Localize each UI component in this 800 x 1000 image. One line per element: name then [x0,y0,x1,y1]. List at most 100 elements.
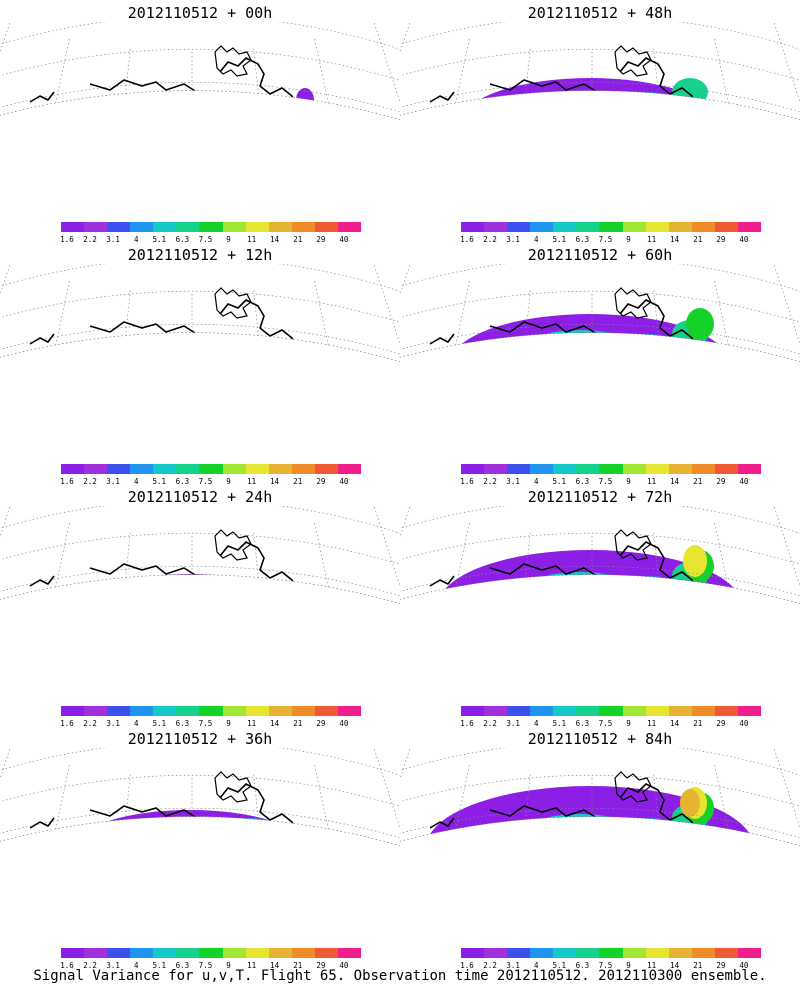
colorbar-swatch [245,948,269,958]
colorbar-swatch [199,706,223,716]
colorbar-tick-label: 11 [647,235,657,244]
colorbar-swatch [691,464,715,474]
colorbar-swatch [553,222,577,232]
arctic-islands [614,287,652,319]
colorbar-tick-label: 14 [270,235,280,244]
map-panel: 2012110512 + 48h 1.6 2.2 3.1 4 5.1 6.3 7.5 9 11 14… [400,0,800,246]
longitude-line [714,39,751,157]
colorbar-tick-label: 1.6 [460,719,474,728]
longitude-line [773,507,800,641]
variance-region [570,844,650,872]
variance-region [530,330,630,358]
colorbar-tick-label: 2.2 [83,719,97,728]
colorbar-swatch [737,948,762,958]
longitude-line [433,39,470,157]
colorbar [461,706,762,716]
colorbar-swatch [461,222,485,232]
variance-region [533,831,667,855]
colorbar-tick-label: 6.3 [175,719,190,728]
colorbar-tick-label: 5.1 [152,961,167,970]
latitude-line [400,323,800,390]
colorbar-tick-label: 11 [247,961,257,970]
variance-region [130,852,210,883]
variance-region [625,576,675,596]
variance-region [530,126,610,157]
colorbar [461,464,762,474]
colorbar [61,464,362,474]
colorbar-tick-label: 14 [270,961,280,970]
colorbar-tick-label: 3.1 [506,719,520,728]
colorbar-swatch [714,948,738,958]
colorbar-tick-label: 21 [693,961,703,970]
variance-region [530,848,590,868]
map-panel: 2012110512 + 00h 1.6 2.2 3.1 4 5.1 6.3 7.5 9 11 14… [0,0,400,246]
colorbar-tick-label: 21 [693,235,703,244]
colorbar-swatch [61,706,85,716]
colorbar-swatch [176,222,200,232]
colorbar-swatch [599,706,623,716]
colorbar-ticks: 1.6 2.2 3.1 4 5.1 6.3 7.5 9 11 14 21 29 40 [0,235,400,245]
latitude-line [0,506,400,522]
colorbar-swatch [668,948,692,958]
colorbar-swatch [291,948,315,958]
variance-field [400,22,800,157]
colorbar-tick-label: 5.1 [552,477,567,486]
colorbar-swatch [61,464,85,474]
latitude-line [400,48,800,111]
map-panel: 2012110512 + 12h 1.6 2.2 3.1 4 5.1 6.3 7.5 9 11 14… [0,242,400,488]
colorbar-tick-label: 1.6 [460,235,474,244]
colorbar-tick-label: 29 [316,477,326,486]
colorbar-swatch [530,222,554,232]
polar-map [0,22,400,157]
colorbar-swatch [484,706,508,716]
colorbar-swatch [507,222,531,232]
latitude-line [400,532,800,595]
longitude-line [512,290,531,399]
colorbar [461,948,762,958]
longitude-line [400,749,411,883]
variance-region [672,78,708,106]
colorbar-tick-label: 4 [133,719,139,728]
longitude-line [0,749,11,883]
latitude-line [400,748,800,764]
colorbar-swatch [599,464,623,474]
longitude-line [314,765,351,883]
colorbar-tick-label: 11 [247,235,257,244]
colorbar-swatch [645,706,669,716]
colorbar-swatch [484,948,508,958]
colorbar-tick-label: 7.5 [198,477,213,486]
longitude-line [0,507,11,641]
figure-caption: Signal Variance for u,v,T. Flight 65. Ob… [33,968,767,984]
colorbar-tick-label: 1.6 [460,961,474,970]
latitude-line [400,22,800,38]
variance-field [400,264,800,399]
colorbar-ticks: 1.6 2.2 3.1 4 5.1 6.3 7.5 9 11 14 21 29 40 [400,477,800,487]
latitude-line [0,264,400,317]
panel-title: 2012110512 + 72h [527,488,673,506]
variance-region [543,105,657,129]
latitude-line [400,774,800,837]
colorbar-tick-label: 14 [670,235,680,244]
map-panel: 2012110512 + 60h 1.6 2.2 3.1 4 5.1 6.3 7.5 9 11 14… [400,242,800,488]
variance-region [530,364,590,384]
arctic-islands [614,45,652,77]
colorbar-swatch [84,948,108,958]
colorbar-tick-label: 40 [739,719,749,728]
colorbar-tick-label: 9 [226,477,231,486]
colorbar-swatch [291,464,315,474]
longitude-line [112,532,131,641]
colorbar-swatch [107,948,131,958]
panel-title: 2012110512 + 60h [527,246,673,264]
variance-region [560,94,680,130]
variance-region [98,338,282,390]
variance-region [625,92,675,112]
polar-map [400,748,800,883]
longitude-line [33,523,70,641]
colorbar-tick-label: 7.5 [598,719,613,728]
latitude-line [0,48,400,111]
colorbar-swatch [553,706,577,716]
polar-map [0,264,400,399]
longitude-line [314,281,351,399]
colorbar-swatch [84,706,108,716]
variance-region [126,119,144,133]
